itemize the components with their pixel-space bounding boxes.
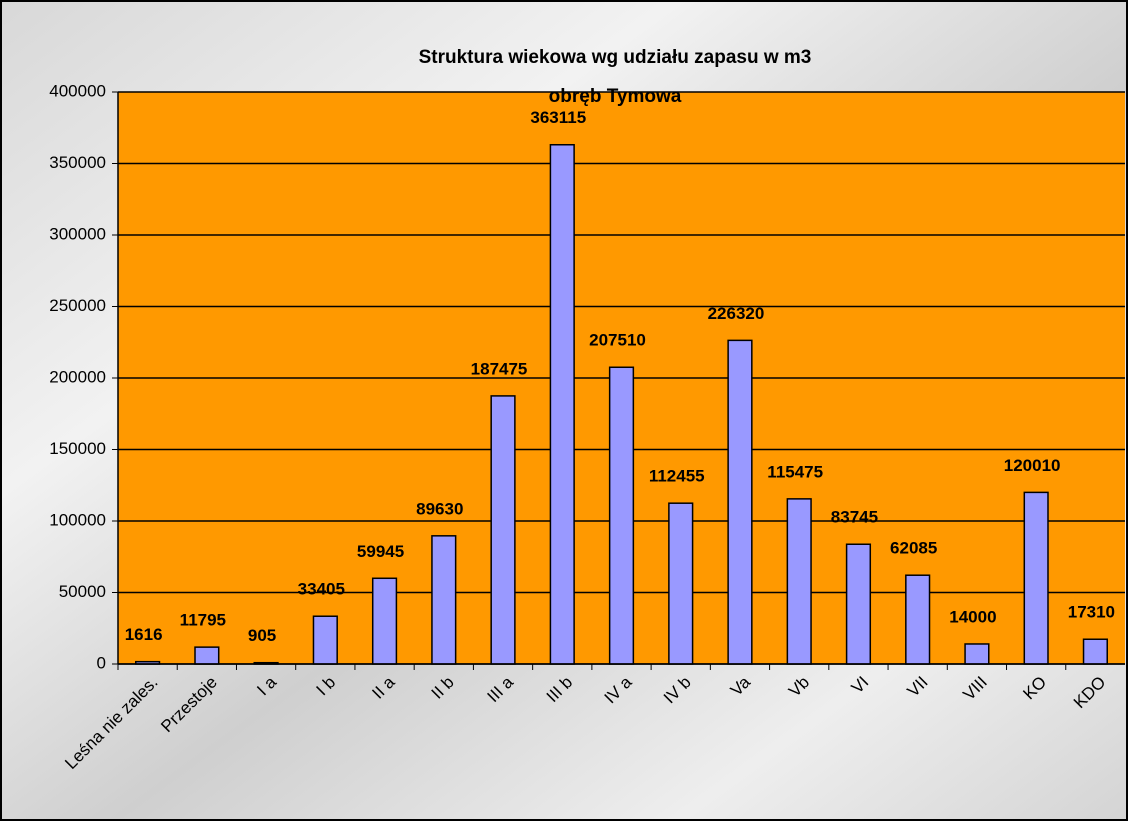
bar: [1082, 638, 1108, 665]
bar: [490, 395, 516, 665]
y-tick-label: 300000: [49, 224, 106, 243]
bar: [668, 502, 694, 665]
bar: [964, 643, 990, 665]
data-label: 112455: [649, 467, 705, 486]
data-label: 14000: [949, 607, 996, 626]
data-label: 1616: [125, 625, 163, 644]
data-label: 89630: [416, 499, 463, 518]
y-tick-label: 0: [97, 653, 106, 672]
bar: [1023, 491, 1049, 665]
data-label: 187475: [471, 359, 528, 378]
data-label: 207510: [589, 331, 646, 350]
data-label: 115475: [767, 462, 823, 481]
bar: [549, 143, 575, 665]
data-label: 33405: [298, 580, 345, 599]
y-tick-label: 100000: [49, 510, 106, 529]
data-label: 11795: [180, 611, 226, 630]
bar: [431, 535, 457, 665]
data-label: 17310: [1068, 603, 1115, 622]
chart-title: Struktura wiekowa wg udziału zapasu w m3: [419, 47, 812, 68]
y-tick-label: 150000: [49, 439, 106, 458]
bar: [727, 339, 753, 665]
chart-subtitle: obręb Tymowa: [549, 86, 682, 107]
data-label: 363115: [530, 108, 586, 127]
y-tick-label: 200000: [49, 367, 106, 386]
y-tick-label: 400000: [49, 81, 106, 100]
bar: [905, 574, 931, 665]
data-label: 83745: [831, 508, 878, 527]
bar: [312, 615, 338, 665]
bar: [371, 577, 398, 665]
y-tick-label: 350000: [49, 153, 106, 172]
data-label: 905: [248, 626, 276, 645]
data-label: 59945: [357, 542, 404, 561]
bar: [845, 543, 872, 665]
y-tick-label: 50000: [59, 582, 106, 601]
data-label: 120010: [1004, 456, 1061, 475]
y-tick-label: 250000: [49, 296, 106, 315]
bar: [608, 366, 635, 665]
data-label: 62085: [890, 539, 937, 558]
bar: [194, 646, 220, 665]
bar: [786, 498, 812, 665]
data-label: 226320: [708, 304, 765, 323]
